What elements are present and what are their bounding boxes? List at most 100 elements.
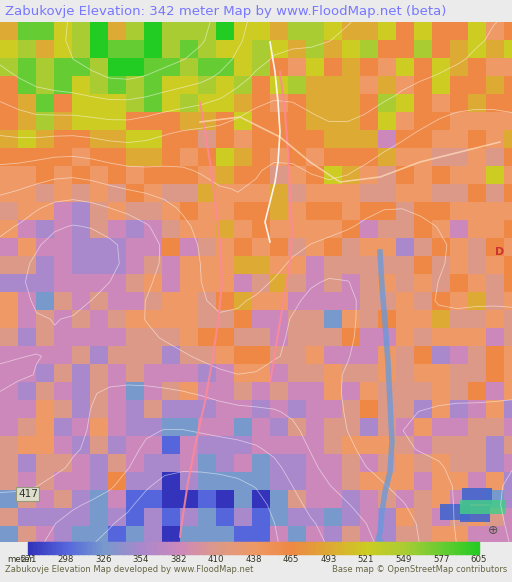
Bar	[216, 130, 234, 148]
Bar	[18, 490, 36, 508]
Bar	[239, 542, 242, 553]
Bar	[461, 542, 464, 553]
Bar	[18, 508, 36, 526]
Bar	[306, 22, 324, 40]
Bar	[486, 40, 504, 58]
Bar	[342, 454, 360, 472]
Bar	[133, 542, 136, 553]
Bar	[72, 40, 90, 58]
Bar	[162, 76, 180, 94]
Bar	[196, 542, 199, 553]
Bar	[123, 542, 126, 553]
Bar	[354, 542, 356, 553]
Bar	[234, 508, 252, 526]
Bar	[324, 166, 342, 184]
Bar	[306, 112, 324, 130]
Bar	[324, 310, 342, 328]
Bar	[450, 292, 468, 310]
Bar	[324, 436, 342, 454]
Bar	[126, 112, 144, 130]
Bar	[36, 364, 54, 382]
Bar	[342, 202, 360, 220]
Bar	[216, 166, 234, 184]
Bar	[376, 542, 379, 553]
Bar	[256, 542, 259, 553]
Bar	[18, 238, 36, 256]
Bar	[486, 256, 504, 274]
Bar	[126, 202, 144, 220]
Bar	[36, 40, 54, 58]
Bar	[432, 94, 450, 112]
Bar	[414, 526, 432, 544]
Bar	[144, 112, 162, 130]
Bar	[396, 40, 414, 58]
Bar	[270, 472, 288, 490]
Bar	[504, 364, 512, 382]
Bar	[378, 148, 396, 166]
Bar	[342, 166, 360, 184]
Bar	[306, 184, 324, 202]
Bar	[54, 436, 72, 454]
Bar	[108, 454, 126, 472]
Bar	[162, 526, 180, 544]
Bar	[180, 166, 198, 184]
Bar	[288, 112, 306, 130]
Bar	[216, 292, 234, 310]
Bar	[306, 364, 324, 382]
Bar	[162, 490, 180, 508]
Bar	[446, 542, 449, 553]
Bar	[270, 346, 288, 364]
Bar	[72, 166, 90, 184]
Bar	[504, 148, 512, 166]
Bar	[108, 76, 126, 94]
Bar	[233, 542, 237, 553]
Bar	[396, 526, 414, 544]
Bar	[288, 292, 306, 310]
Bar	[486, 274, 504, 292]
Bar	[311, 542, 314, 553]
Bar	[0, 22, 18, 40]
Bar	[144, 130, 162, 148]
Bar	[268, 542, 271, 553]
Bar	[72, 202, 90, 220]
Bar	[486, 490, 504, 508]
Bar	[162, 346, 180, 364]
Bar	[279, 542, 282, 553]
Bar	[342, 436, 360, 454]
Bar	[234, 76, 252, 94]
Bar	[54, 508, 72, 526]
Bar	[198, 58, 216, 76]
Bar	[504, 238, 512, 256]
Bar	[288, 526, 306, 544]
Bar	[326, 542, 329, 553]
Bar	[162, 112, 180, 130]
Bar	[324, 184, 342, 202]
Text: 438: 438	[245, 555, 262, 564]
Bar	[0, 40, 18, 58]
Bar	[403, 542, 407, 553]
Bar	[33, 542, 36, 553]
Bar	[342, 58, 360, 76]
Bar	[378, 454, 396, 472]
Bar	[450, 382, 468, 400]
Bar	[126, 490, 144, 508]
Bar	[306, 346, 324, 364]
Bar	[71, 542, 74, 553]
Bar	[18, 58, 36, 76]
Bar	[36, 436, 54, 454]
Bar	[143, 542, 146, 553]
Bar	[252, 256, 270, 274]
Bar	[198, 310, 216, 328]
Bar	[288, 472, 306, 490]
Bar	[108, 256, 126, 274]
Bar	[270, 148, 288, 166]
Bar	[288, 58, 306, 76]
Bar	[414, 328, 432, 346]
Bar	[270, 238, 288, 256]
Bar	[313, 542, 316, 553]
Bar	[198, 256, 216, 274]
Bar	[270, 418, 288, 436]
Bar	[486, 112, 504, 130]
Bar	[144, 400, 162, 418]
Bar	[216, 238, 234, 256]
